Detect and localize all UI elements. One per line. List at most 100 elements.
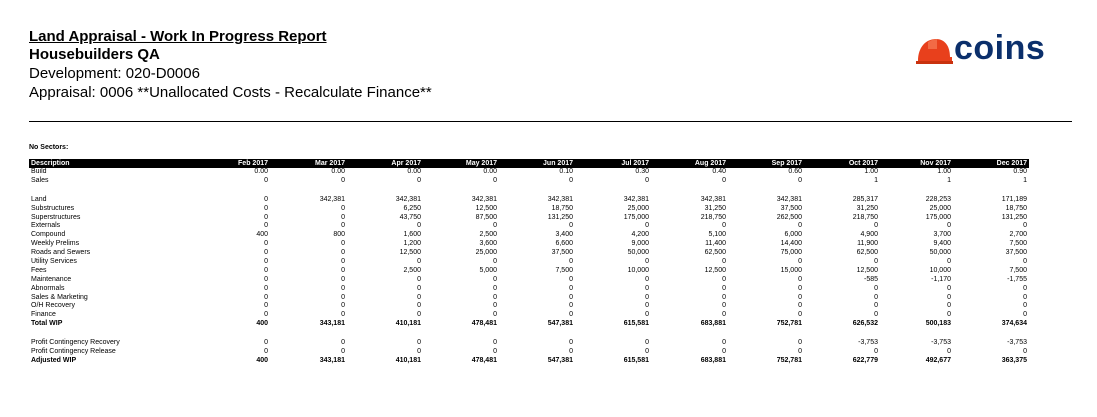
value-cell: 626,532	[852, 320, 878, 328]
value-cell: 0	[264, 302, 268, 310]
value-cell: 0	[341, 204, 345, 212]
value-cell: 0	[264, 275, 268, 283]
value-cell: 12,500	[475, 204, 497, 212]
value-cell: 62,500	[856, 249, 878, 257]
value-cell: 37,500	[1005, 249, 1027, 257]
value-cell: 0	[722, 284, 726, 292]
value-cell: 0	[264, 311, 268, 319]
value-cell: 12,500	[399, 249, 421, 257]
value-cell: 343,181	[319, 356, 345, 364]
value-cell: 15,000	[780, 266, 802, 274]
value-cell: 6,250	[403, 204, 421, 212]
value-cell: 50,000	[929, 249, 951, 257]
value-cell: 25,000	[475, 249, 497, 257]
development-line: Development: 020-D0006	[29, 65, 200, 82]
value-cell: 0	[264, 339, 268, 347]
value-cell: 0	[493, 293, 497, 301]
value-cell: 343,181	[319, 320, 345, 328]
value-cell: 0	[341, 348, 345, 356]
value-cell: 0	[645, 176, 649, 184]
value-cell: 0	[798, 339, 802, 347]
value-cell: 0	[493, 284, 497, 292]
value-cell: 6,600	[555, 240, 573, 248]
value-cell: 0	[947, 258, 951, 266]
value-cell: 0	[645, 339, 649, 347]
value-cell: 7,500	[1009, 266, 1027, 274]
month-header: Feb 2017	[238, 160, 268, 167]
table-row: Weekly Prelims 0 0 1,200 3,600 6,600 9,000 11,4…	[29, 240, 1029, 249]
row-label: Profit Contingency Release	[31, 348, 116, 356]
value-cell: 218,750	[852, 213, 878, 221]
month-header: Mar 2017	[315, 160, 345, 167]
table-row: Roads and Sewers 0 0 12,500 25,000 37,500 50,0…	[29, 249, 1029, 258]
value-cell: 342,381	[700, 195, 726, 203]
value-cell: 0	[493, 339, 497, 347]
table-row: Sales & Marketing 0 0 0 0 0 0 0 0 0 0 0	[29, 294, 1029, 303]
value-cell: 410,181	[395, 320, 421, 328]
value-cell: 0	[264, 222, 268, 230]
value-cell: 0	[264, 266, 268, 274]
row-label: Finance	[31, 311, 56, 319]
value-cell: 0.30	[635, 168, 649, 175]
value-cell: 410,181	[395, 356, 421, 364]
value-cell: 0.40	[712, 168, 726, 175]
value-cell: 374,634	[1001, 320, 1027, 328]
value-cell: 622,779	[852, 356, 878, 364]
value-cell: 0	[341, 293, 345, 301]
value-cell: 0	[947, 284, 951, 292]
value-cell: 37,500	[551, 249, 573, 257]
value-cell: 18,750	[1005, 204, 1027, 212]
value-cell: 0	[874, 302, 878, 310]
value-cell: 25,000	[929, 204, 951, 212]
table-row: Maintenance 0 0 0 0 0 0 0 0 -585 -1,170 -1,755	[29, 276, 1029, 285]
row-label: Roads and Sewers	[31, 249, 91, 257]
value-cell: 2,500	[403, 266, 421, 274]
value-cell: 0	[417, 339, 421, 347]
row-label: Total WIP	[31, 320, 63, 328]
value-cell: 0	[722, 176, 726, 184]
value-cell: 0	[417, 284, 421, 292]
value-cell: 363,375	[1001, 356, 1027, 364]
value-cell: 9,000	[631, 240, 649, 248]
value-cell: 0	[341, 284, 345, 292]
value-cell: 0	[947, 222, 951, 230]
row-label: Build	[31, 168, 47, 175]
value-cell: 547,381	[547, 356, 573, 364]
table-row: Adjusted WIP 400 343,181 410,181 478,481 547,…	[29, 357, 1029, 366]
value-cell: 228,253	[925, 195, 951, 203]
table-row: Fees 0 0 2,500 5,000 7,500 10,000 12,500 15,000 1…	[29, 267, 1029, 276]
value-cell: 75,000	[780, 249, 802, 257]
value-cell: 752,781	[776, 320, 802, 328]
row-label: Compound	[31, 231, 66, 239]
value-cell: 0	[798, 311, 802, 319]
value-cell: 0	[722, 348, 726, 356]
value-cell: 0	[722, 222, 726, 230]
value-cell: 262,500	[776, 213, 802, 221]
value-cell: 0	[264, 176, 268, 184]
value-cell: 0	[264, 195, 268, 203]
value-cell: 18,750	[551, 204, 573, 212]
report-title: Land Appraisal - Work In Progress Report	[29, 28, 327, 45]
value-cell: 0	[341, 266, 345, 274]
value-cell: 400	[256, 356, 268, 364]
value-cell: 0.10	[559, 168, 573, 175]
value-cell: 0	[798, 348, 802, 356]
table-row: Superstructures 0 0 43,750 87,500 131,250 175,…	[29, 214, 1029, 223]
value-cell: 342,381	[471, 195, 497, 203]
description-header: Description	[31, 160, 70, 167]
value-cell: 5,000	[479, 266, 497, 274]
value-cell: 0	[493, 222, 497, 230]
value-cell: 0	[341, 222, 345, 230]
value-cell: 5,100	[708, 231, 726, 239]
value-cell: 0	[947, 302, 951, 310]
value-cell: 9,400	[933, 240, 951, 248]
value-cell: 342,381	[547, 195, 573, 203]
value-cell: 25,000	[627, 204, 649, 212]
value-cell: 0	[947, 311, 951, 319]
value-cell: 0	[798, 275, 802, 283]
value-cell: 131,250	[1001, 213, 1027, 221]
value-cell: 0	[798, 302, 802, 310]
appraisal-line: Appraisal: 0006 **Unallocated Costs - Re…	[29, 84, 432, 101]
value-cell: 400	[256, 320, 268, 328]
value-cell: 478,481	[471, 320, 497, 328]
